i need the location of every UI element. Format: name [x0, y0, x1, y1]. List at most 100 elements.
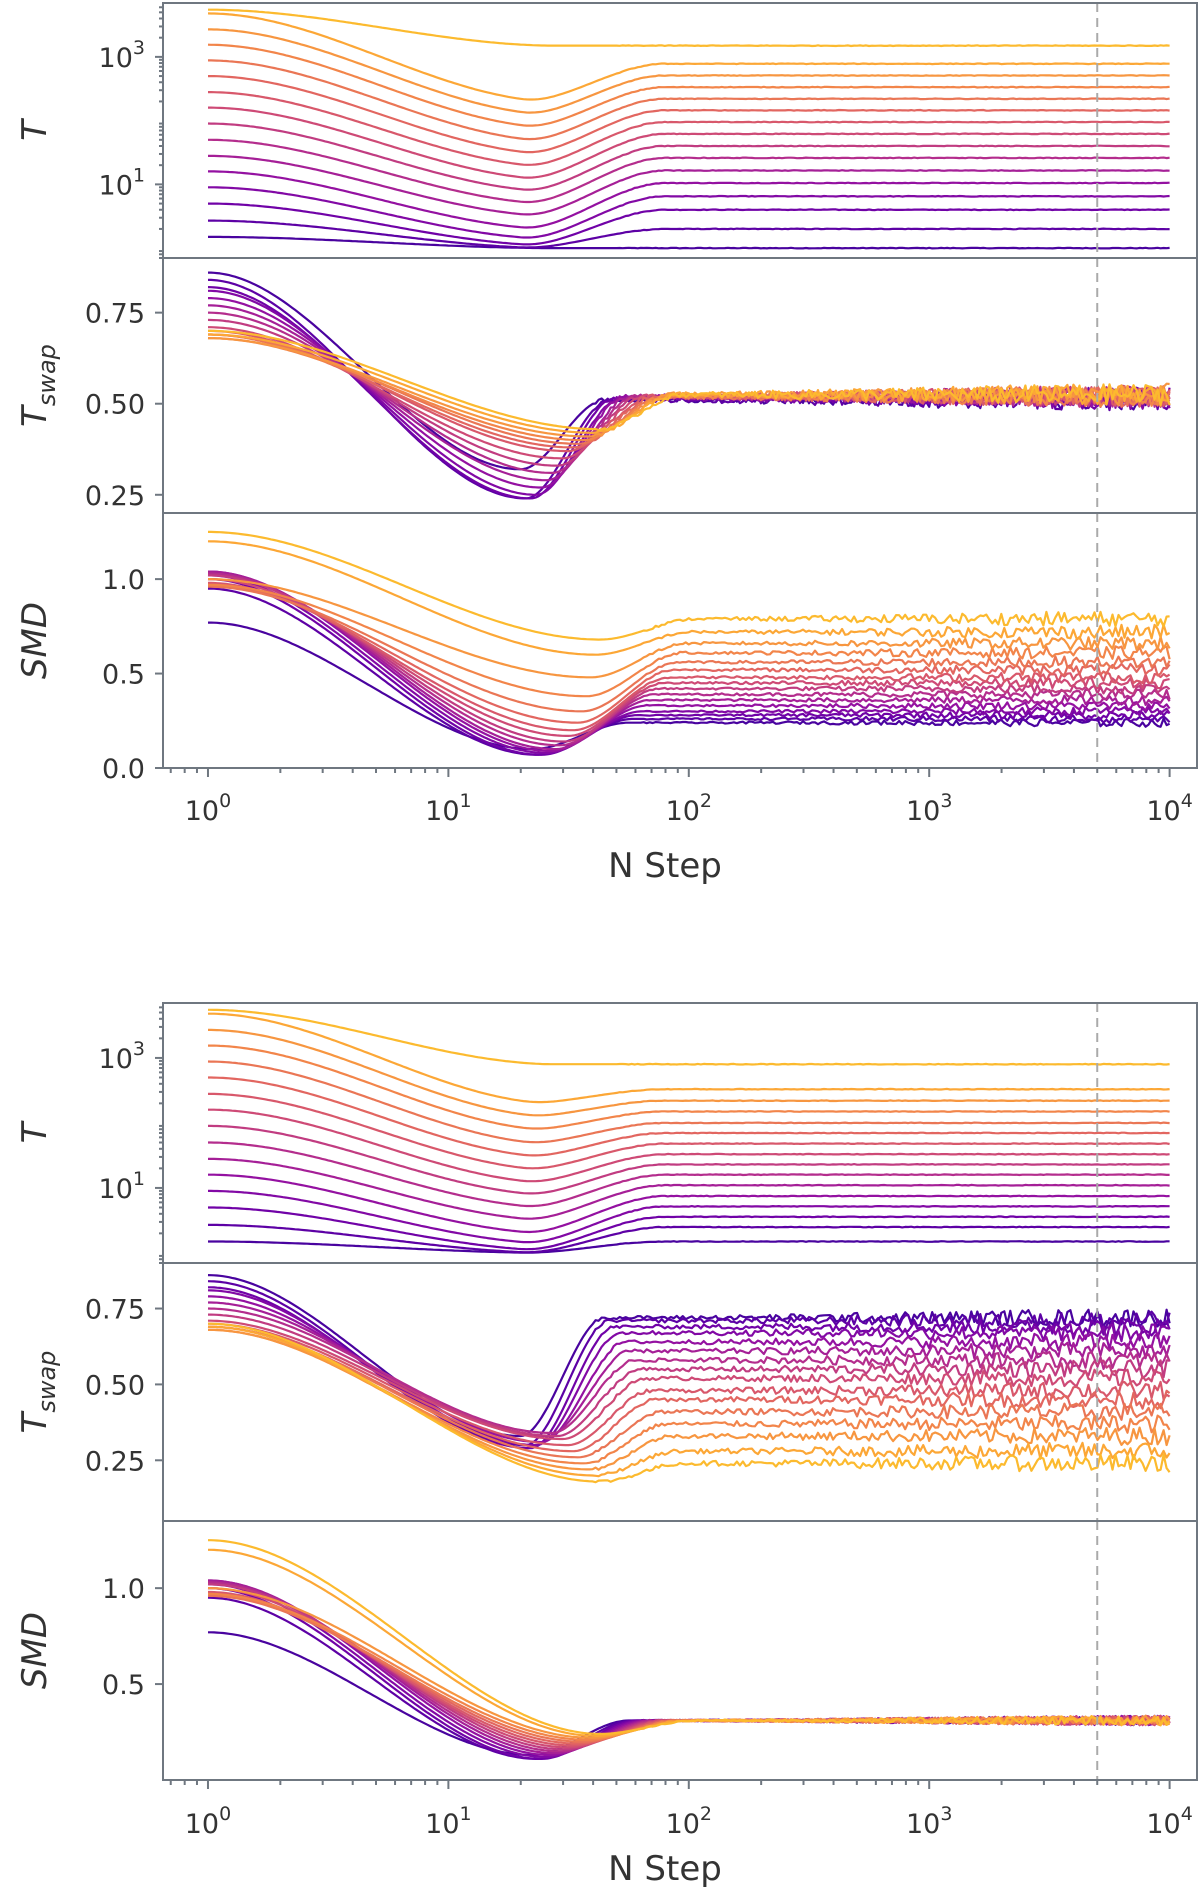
series-line-16 — [208, 1008, 1170, 1066]
series-line-9 — [208, 106, 1170, 179]
series-line-11 — [208, 583, 1171, 724]
series-line-1 — [208, 1240, 1170, 1254]
series-line-4 — [207, 574, 1171, 755]
series-line-10 — [208, 1322, 1171, 1447]
series-line-15 — [208, 333, 1170, 434]
series-line-7 — [208, 138, 1170, 204]
series-line-11 — [207, 1325, 1171, 1453]
series-line-6 — [208, 570, 1171, 751]
bottom-panel-temperature: 101 103 T — [15, 1002, 1198, 1264]
series-line-16 — [208, 8, 1170, 48]
panel-frame — [162, 2, 1198, 259]
x-axis-label: N Step — [608, 846, 722, 886]
top-panel-smd: 0.0 0.5 1.0 SMD — [15, 512, 1198, 785]
series-line-14 — [208, 28, 1170, 114]
series-line-16 — [208, 1539, 1171, 1736]
series-line-16 — [208, 1322, 1171, 1484]
series-group — [207, 1274, 1171, 1484]
series-line-8 — [207, 574, 1171, 743]
y-tick-label: 0.5 — [102, 660, 145, 691]
series-line-10 — [208, 90, 1170, 166]
series-group — [207, 271, 1171, 500]
panel-frame — [162, 1262, 1198, 1522]
top-panel-temperature: 101 103 T — [15, 2, 1198, 259]
series-line-2 — [208, 219, 1170, 249]
series-line-1 — [208, 235, 1170, 250]
series-line-13 — [208, 583, 1171, 698]
y-axis-label: Tswap — [15, 344, 61, 427]
series-line-8 — [208, 1313, 1170, 1438]
series-line-14 — [208, 577, 1171, 679]
series-line-11 — [208, 74, 1170, 154]
series-line-16 — [208, 329, 1171, 432]
x-tick-label: 100 — [185, 790, 231, 827]
x-axis-label: N Step — [608, 1849, 722, 1889]
series-line-13 — [207, 337, 1171, 442]
x-tick-label: 104 — [1146, 1803, 1192, 1840]
x-tick-label: 102 — [666, 1803, 712, 1840]
series-group — [207, 530, 1171, 756]
y-tick-label: 0.25 — [85, 1446, 145, 1477]
series-line-3 — [208, 202, 1170, 246]
x-tick-label: 101 — [425, 1803, 471, 1840]
series-line-15 — [208, 1012, 1170, 1104]
series-line-8 — [207, 122, 1170, 191]
y-axis-label: SMD — [15, 1612, 55, 1689]
series-line-12 — [207, 1325, 1171, 1459]
series-line-9 — [208, 1319, 1171, 1441]
y-tick-label: 0.50 — [85, 1370, 145, 1401]
y-tick-label: 101 — [99, 164, 145, 201]
y-axis-label: Tswap — [15, 1351, 61, 1434]
top-panel-swap_rate: 0.25 0.50 0.75 Tswap — [15, 257, 1198, 514]
series-line-7 — [207, 572, 1171, 747]
series-group — [207, 1539, 1171, 1761]
series-line-4 — [207, 1583, 1171, 1759]
series-line-4 — [208, 186, 1170, 239]
series-line-12 — [208, 585, 1171, 713]
series-line-16 — [208, 530, 1170, 641]
series-line-12 — [208, 59, 1170, 141]
bottom-panel-swap_rate: 0.25 0.50 0.75 Tswap — [15, 1262, 1198, 1522]
panel-frame — [162, 512, 1198, 769]
series-line-3 — [207, 578, 1170, 756]
series-line-9 — [208, 577, 1170, 738]
series-line-2 — [208, 587, 1171, 756]
y-tick-label: 0.50 — [85, 390, 145, 421]
x-tick-label: 103 — [906, 790, 952, 827]
series-line-3 — [207, 1587, 1171, 1761]
y-axis-label: SMD — [15, 602, 55, 679]
series-line-11 — [208, 1076, 1170, 1157]
panel-frame — [162, 257, 1198, 514]
series-line-4 — [208, 1189, 1170, 1244]
y-tick-label: 0.75 — [85, 299, 145, 330]
series-line-5 — [208, 570, 1171, 753]
x-tick-label: 103 — [906, 1803, 952, 1840]
series-line-1 — [208, 621, 1171, 751]
series-line-10 — [208, 1092, 1170, 1170]
y-tick-label: 0.5 — [102, 1670, 145, 1701]
series-line-7 — [208, 1141, 1170, 1208]
series-line-2 — [208, 1223, 1170, 1254]
series-line-15 — [207, 12, 1170, 101]
series-line-8 — [208, 1124, 1170, 1195]
y-tick-label: 1.0 — [102, 1574, 145, 1605]
series-line-1 — [207, 1274, 1171, 1438]
x-tick-label: 104 — [1146, 790, 1192, 827]
y-tick-label: 0.25 — [85, 481, 145, 512]
series-line-7 — [207, 1307, 1171, 1435]
series-line-6 — [208, 1157, 1170, 1220]
y-tick-label: 1.0 — [102, 565, 145, 596]
bottom-panel-smd: 0.5 1.0 SMD — [15, 1520, 1198, 1781]
series-line-9 — [208, 1108, 1170, 1183]
y-tick-label: 103 — [99, 37, 145, 74]
y-tick-label: 103 — [99, 1038, 145, 1075]
y-tick-label: 0.75 — [85, 1295, 145, 1326]
y-tick-label: 0.0 — [102, 754, 145, 785]
series-line-5 — [208, 1173, 1170, 1234]
series-line-5 — [208, 170, 1170, 229]
series-line-6 — [208, 1579, 1171, 1755]
series-line-12 — [207, 1060, 1170, 1144]
series-line-6 — [208, 154, 1170, 216]
